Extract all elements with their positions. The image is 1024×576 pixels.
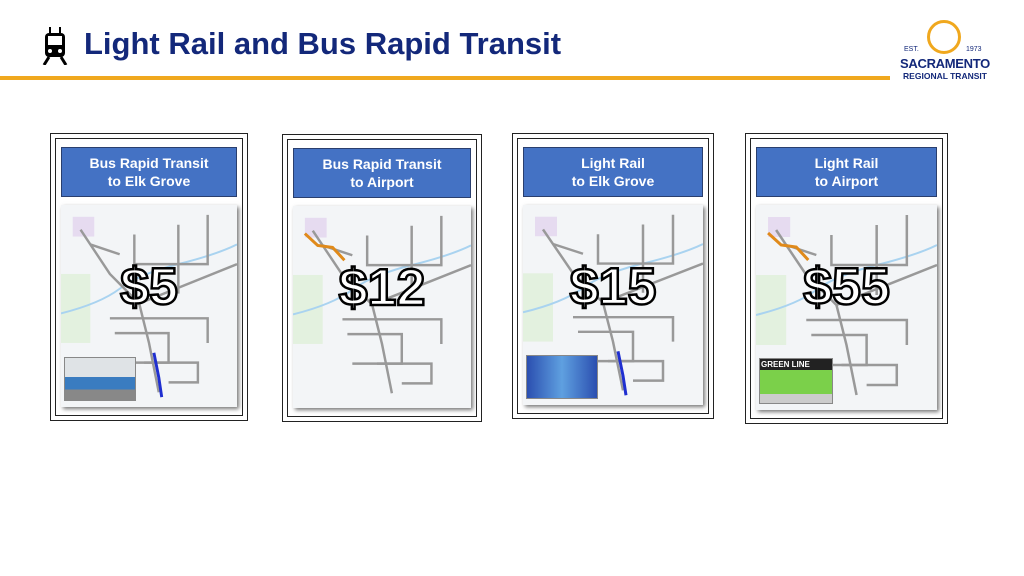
airport-area [535,216,557,237]
card-header: Light Rail to Elk Grove [523,147,703,197]
network-lines [541,214,703,391]
fare-price: $15 [568,257,657,318]
sacramento-rt-logo: EST. 1973 SACRAMENTO REGIONAL TRANSIT [890,20,1000,82]
route-line [616,351,628,396]
route-map: GREEN LINE $55 [756,205,937,410]
card-header: Light Rail to Airport [756,147,937,197]
card-header: Bus Rapid Transit to Elk Grove [61,147,237,197]
river [523,243,703,314]
card-title-line2: to Elk Grove [107,173,191,189]
river [756,244,937,316]
logo-est: EST. [904,46,919,53]
river [61,243,237,315]
card-title-line1: Light Rail [814,155,879,171]
fare-card-brt-airport[interactable]: Bus Rapid Transit to Airport $12 [282,134,482,422]
fare-price: $12 [337,258,426,319]
airport-area [304,217,327,238]
transit-network-map [61,214,237,398]
card-header: Bus Rapid Transit to Airport [293,148,471,198]
fare-price: $55 [802,257,891,318]
route-line [152,352,164,398]
network-lines [311,215,471,394]
header-divider [0,76,890,80]
fare-card-brt-elk-grove[interactable]: Bus Rapid Transit to Elk Grove $5 [50,133,248,421]
route-line [303,232,346,262]
green-line-photo: GREEN LINE [759,358,833,404]
route-map: $12 [293,206,471,408]
light-rail-photo [526,355,598,399]
card-title-line1: Bus Rapid Transit [89,155,209,171]
card-title-line1: Light Rail [581,155,645,171]
page-title: Light Rail and Bus Rapid Transit [84,26,562,61]
logo-subtitle: REGIONAL TRANSIT [903,71,987,81]
train-icon [42,27,68,65]
fare-card-lr-airport[interactable]: Light Rail to Airport GREEN LINE $55 [745,133,948,424]
card-title-line2: to Elk Grove [571,173,655,189]
airport-area [72,216,95,237]
network-lines [79,214,237,393]
airport-area [768,217,791,237]
card-title-line1: Bus Rapid Transit [322,156,442,172]
card-title-line2: to Airport [350,174,414,190]
fare-price: $5 [119,257,179,318]
transit-network-map [293,215,471,394]
network-lines [775,215,937,396]
route-map: $5 [61,205,237,407]
card-title-line2: to Airport [814,173,879,189]
transit-network-map [523,214,703,396]
logo-name: SACRAMENTO [900,56,990,71]
bus-photo [64,357,136,401]
transit-network-map [756,215,937,396]
logo-year: 1973 [966,46,982,53]
route-line [767,231,810,262]
route-map: $15 [523,205,703,405]
fare-card-lr-elk-grove[interactable]: Light Rail to Elk Grove $15 [512,133,714,419]
logo-emblem [927,20,961,54]
river [293,244,471,316]
